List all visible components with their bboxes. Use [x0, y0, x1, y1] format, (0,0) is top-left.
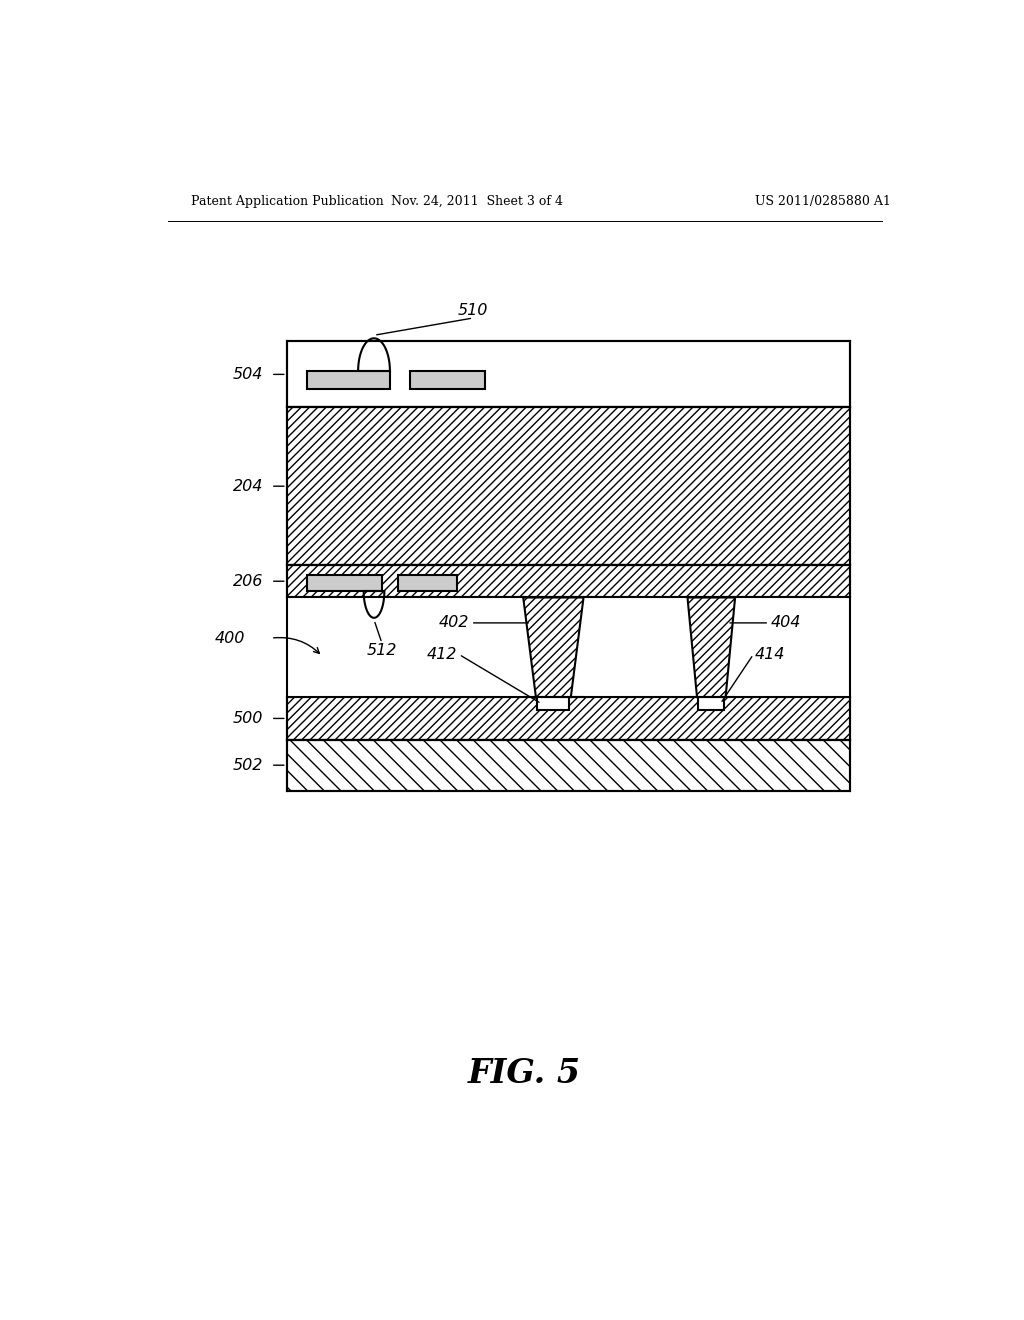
Text: 512: 512	[367, 643, 397, 659]
Text: FIG. 5: FIG. 5	[468, 1056, 582, 1090]
Text: 404: 404	[771, 615, 801, 631]
Text: Nov. 24, 2011  Sheet 3 of 4: Nov. 24, 2011 Sheet 3 of 4	[391, 194, 563, 207]
Bar	[287, 565, 850, 598]
Polygon shape	[687, 598, 735, 697]
Text: 504: 504	[232, 367, 263, 381]
Text: 412: 412	[427, 647, 458, 661]
Bar	[397, 576, 458, 591]
Text: 500: 500	[232, 711, 263, 726]
Bar	[306, 371, 390, 389]
Bar	[287, 342, 850, 408]
Text: 204: 204	[232, 479, 263, 494]
Text: 510: 510	[458, 304, 488, 318]
Bar	[584, 598, 687, 697]
Text: Patent Application Publication: Patent Application Publication	[191, 194, 384, 207]
Text: 502: 502	[232, 758, 263, 772]
Text: 402: 402	[439, 615, 469, 631]
Bar	[538, 697, 569, 710]
Bar	[287, 408, 850, 565]
Text: 206: 206	[232, 574, 263, 589]
Bar	[735, 598, 850, 697]
Polygon shape	[523, 598, 584, 697]
Bar	[306, 576, 382, 591]
Text: 400: 400	[215, 631, 246, 645]
Bar	[410, 371, 485, 389]
Bar	[287, 697, 850, 739]
Bar	[287, 739, 850, 791]
Text: 414: 414	[755, 647, 785, 661]
Bar	[287, 598, 523, 697]
Bar	[698, 697, 724, 710]
Text: US 2011/0285880 A1: US 2011/0285880 A1	[755, 194, 891, 207]
